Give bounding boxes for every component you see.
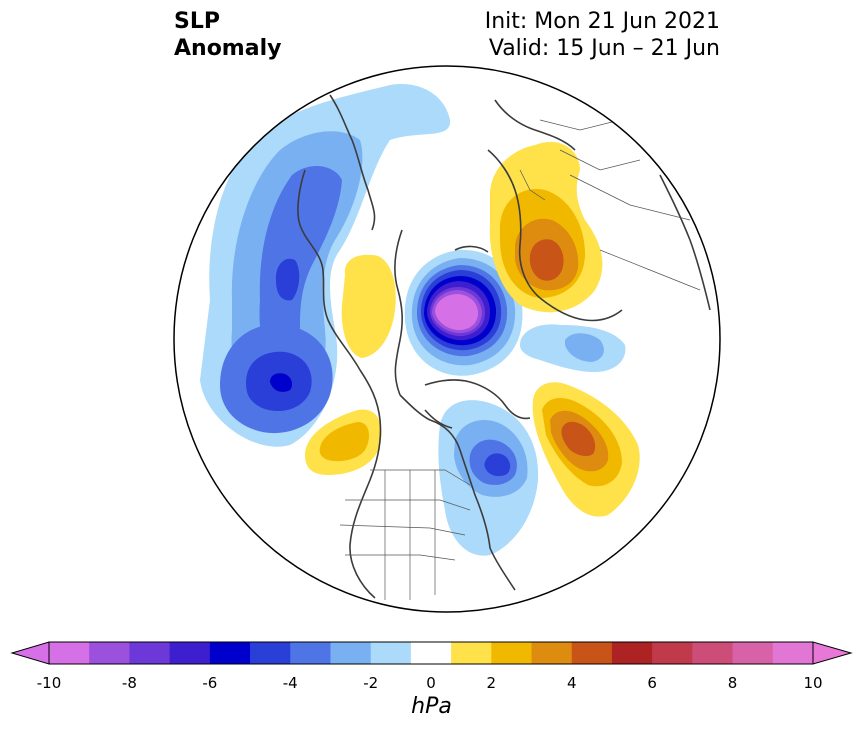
- colorbar-frame: [48, 641, 814, 665]
- political-borders: [339, 119, 701, 600]
- colorbar-tick-label: -8: [121, 674, 137, 692]
- polar-map: [173, 65, 721, 613]
- forecast-dates: Init: Mon 21 Jun 2021 Valid: 15 Jun – 21…: [485, 8, 720, 62]
- colorbar-swatch: [209, 642, 251, 664]
- colorbar-swatch: [330, 642, 372, 664]
- colorbar-swatch: [129, 642, 171, 664]
- colorbar-extend-low: [10, 641, 50, 665]
- positive-anomaly-russia: [489, 141, 603, 313]
- colorbar-tick-label: -10: [36, 674, 62, 692]
- init-date: Init: Mon 21 Jun 2021: [484, 9, 720, 34]
- globe-outline: [173, 65, 721, 613]
- colorbar-unit: hPa: [411, 694, 452, 719]
- colorbar-swatch: [692, 642, 734, 664]
- map-title-line2: Anomaly: [174, 36, 282, 61]
- colorbar-swatch: [370, 642, 412, 664]
- colorbar-tick-label: -4: [282, 674, 298, 692]
- map-title-line1: SLP: [174, 9, 220, 34]
- colorbar-swatch: [290, 642, 331, 664]
- coastlines: [297, 94, 711, 599]
- colorbar-swatch: [772, 642, 814, 664]
- negative-anomaly-arctic: [404, 249, 523, 376]
- colorbar: [10, 641, 853, 665]
- colorbar-tick-label: 10: [803, 674, 823, 692]
- colorbar-swatch: [410, 642, 452, 664]
- colorbar-swatch: [250, 642, 291, 664]
- colorbar-tick-label: 6: [647, 674, 657, 692]
- colorbar-extend-high: [812, 641, 853, 665]
- negative-anomaly-north-pacific: [220, 324, 333, 434]
- map-title: SLP Anomaly: [174, 8, 281, 62]
- colorbar-swatch: [652, 642, 693, 664]
- colorbar-swatch: [611, 642, 653, 664]
- colorbar-swatch: [49, 642, 90, 664]
- colorbar-swatch: [451, 642, 492, 664]
- colorbar-tick-label: 2: [486, 674, 497, 692]
- colorbar-tick-label: -2: [363, 674, 379, 692]
- colorbar-tick-label: 8: [727, 674, 738, 692]
- anomaly-contours: [200, 84, 711, 600]
- colorbar-swatch: [531, 642, 573, 664]
- colorbar-ticks: -10 -8 -6 -4 -2 0 2 4 6 8 10: [0, 674, 863, 694]
- colorbar-swatch: [89, 642, 130, 664]
- colorbar-swatch: [571, 642, 613, 664]
- positive-anomaly-alaska: [341, 254, 396, 358]
- positive-anomaly-gulf-of-alaska: [305, 409, 382, 475]
- colorbar-tick-label: 4: [566, 674, 577, 692]
- colorbar-swatch: [491, 642, 533, 664]
- colorbar-tick-label: -6: [202, 674, 218, 692]
- negative-anomaly-eastern-canada: [438, 400, 539, 556]
- negative-anomaly-barents: [520, 324, 626, 372]
- valid-date: Valid: 15 Jun – 21 Jun: [488, 36, 720, 61]
- positive-anomaly-north-atlantic: [532, 382, 640, 517]
- colorbar-swatch: [169, 642, 211, 664]
- colorbar-swatch: [732, 642, 774, 664]
- colorbar-tick-label: 0: [426, 674, 436, 692]
